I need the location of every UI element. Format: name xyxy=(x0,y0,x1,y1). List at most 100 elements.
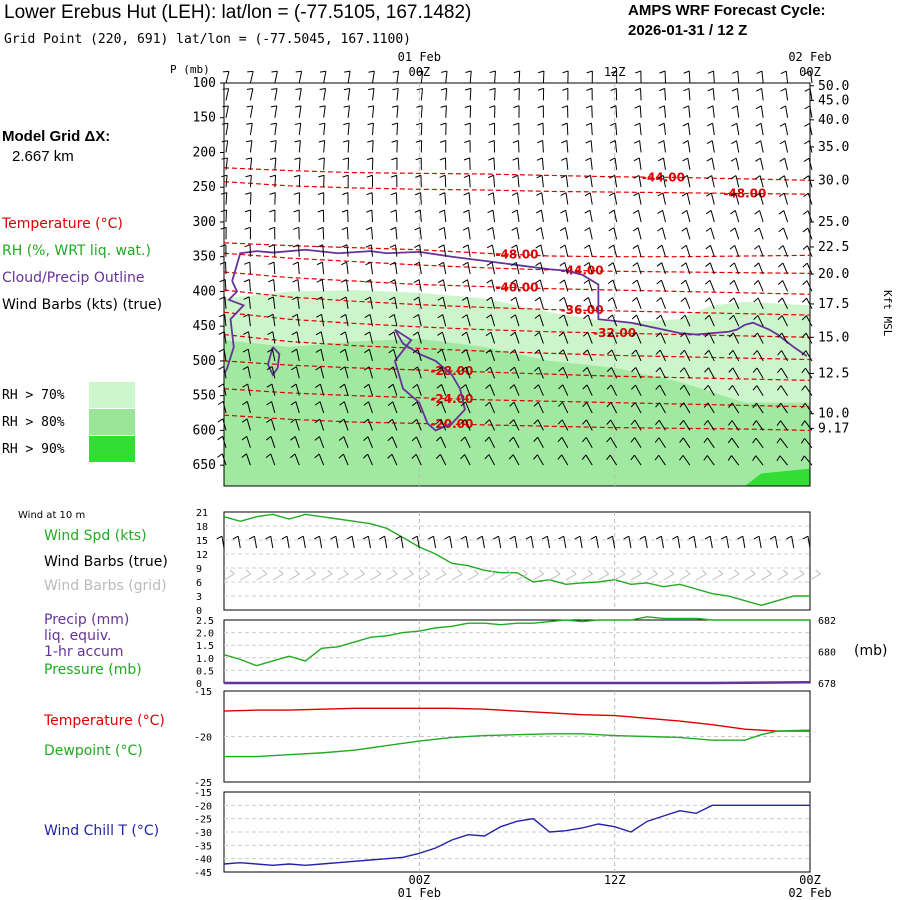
true-wind-barb-flag xyxy=(672,535,678,540)
upper-wind-barb-flag xyxy=(633,209,639,214)
upper-wind-barb xyxy=(345,331,349,344)
true-wind-barb-flag xyxy=(786,535,792,540)
upper-wind-barb xyxy=(488,436,496,449)
true-wind-barb xyxy=(563,536,567,549)
upper-wind-barb-flag xyxy=(242,348,249,353)
upper-wind-barb xyxy=(514,349,520,362)
upper-wind-barb xyxy=(611,314,618,327)
upper-wind-barb-flag xyxy=(340,313,347,318)
upper-wind-barb-flag xyxy=(317,226,324,231)
upper-wind-barb-flag xyxy=(387,401,394,406)
upper-wind-barb xyxy=(635,332,642,344)
upper-wind-barb-flag xyxy=(802,227,809,233)
upper-wind-barb xyxy=(393,314,398,327)
rh-90-region xyxy=(744,468,810,486)
upper-wind-barb xyxy=(369,296,373,309)
upper-wind-barb-flag xyxy=(703,402,709,408)
upper-wind-barb-flag xyxy=(488,122,495,126)
upper-wind-barb-flag xyxy=(557,454,563,460)
upper-wind-barb xyxy=(683,402,691,414)
upper-wind-barb xyxy=(222,401,227,414)
upper-wind-barb-flag xyxy=(752,420,757,426)
upper-wind-barb xyxy=(443,244,447,257)
upper-wind-barb-flag xyxy=(778,192,785,198)
true-wind-barb xyxy=(449,536,453,549)
top-date-label: 01 Feb xyxy=(398,50,441,64)
upper-wind-barb xyxy=(344,349,349,362)
upper-wind-barb-flag xyxy=(753,262,760,268)
upper-wind-barb xyxy=(513,384,520,396)
upper-wind-barb-flag xyxy=(218,366,224,370)
upper-wind-barb-flag xyxy=(415,140,422,143)
upper-wind-barb-flag xyxy=(267,348,273,353)
upper-wind-barb-flag xyxy=(534,296,541,302)
upper-wind-barb-flag xyxy=(802,280,808,286)
model-grid-label: Model Grid ΔX: xyxy=(2,128,111,145)
grid-wind-barb xyxy=(435,573,447,581)
upper-wind-barb-flag xyxy=(657,209,663,214)
grid-wind-barb xyxy=(581,573,593,581)
upper-wind-barb-flag xyxy=(682,140,689,144)
upper-wind-barb-flag xyxy=(338,436,345,441)
upper-wind-barb xyxy=(661,227,666,240)
upper-wind-barb xyxy=(586,419,593,431)
upper-wind-barb-flag xyxy=(705,244,711,250)
upper-wind-barb xyxy=(611,349,618,362)
upper-wind-barb xyxy=(612,279,618,292)
grid-wind-barb-flag xyxy=(294,569,300,575)
upper-wind-barb xyxy=(347,88,351,101)
upper-wind-barb-flag xyxy=(220,192,227,195)
grid-point-subtitle: Grid Point (220, 691) lat/lon = (-77.504… xyxy=(4,32,411,47)
legend-wind-barbs: Wind Barbs (kts) (true) xyxy=(2,297,163,313)
upper-wind-barb xyxy=(248,296,251,309)
upper-wind-barb-flag xyxy=(366,209,373,213)
upper-wind-barb-flag xyxy=(610,87,617,91)
height-tick-label: 22.5 xyxy=(818,240,849,255)
upper-wind-barb-flag xyxy=(655,419,660,426)
upper-wind-barb xyxy=(395,192,398,205)
upper-wind-barb-flag xyxy=(631,332,637,337)
upper-wind-barb xyxy=(444,209,447,223)
true-wind-barb-flag xyxy=(281,535,288,540)
upper-wind-barb-flag xyxy=(804,105,811,110)
grid-wind-barb xyxy=(288,573,300,581)
upper-wind-barb xyxy=(223,349,227,362)
upper-wind-barb xyxy=(809,123,813,136)
upper-wind-barb xyxy=(707,437,715,449)
true-wind-barb-flag xyxy=(444,535,451,540)
upper-wind-barb-flag xyxy=(243,331,249,335)
upper-wind-barb xyxy=(732,385,740,396)
upper-wind-barb-flag xyxy=(586,70,593,74)
upper-wind-barb xyxy=(490,314,496,327)
upper-wind-barb-flag xyxy=(558,331,564,337)
upper-wind-barb xyxy=(489,366,496,379)
true-wind-barb-flag xyxy=(216,535,223,540)
true-wind-barb-flag xyxy=(297,535,304,540)
upper-wind-barb-flag xyxy=(341,261,347,266)
upper-wind-barb-flag xyxy=(513,105,520,109)
upper-wind-barb xyxy=(222,436,227,448)
pressure-label: Pressure (mb) xyxy=(44,662,142,678)
upper-wind-barb-flag xyxy=(489,87,496,91)
upper-wind-barb-flag xyxy=(487,192,494,196)
upper-wind-barb xyxy=(610,384,618,396)
upper-wind-barb-flag xyxy=(344,70,351,73)
upper-wind-barb-flag xyxy=(341,209,348,213)
true-wind-barb xyxy=(530,536,534,549)
grid-wind-barb xyxy=(370,573,382,581)
upper-wind-barb xyxy=(809,105,813,118)
upper-wind-barb xyxy=(660,332,666,344)
temperature-contour-label: -40.00 xyxy=(496,281,539,295)
upper-wind-barb xyxy=(513,401,520,414)
upper-wind-barb xyxy=(610,419,618,431)
upper-wind-barb xyxy=(659,349,666,362)
upper-wind-barb-flag xyxy=(657,175,664,179)
height-tick-label: 45.0 xyxy=(818,93,849,108)
precip-tick-label: 2.5 xyxy=(196,616,214,627)
upper-wind-barb xyxy=(467,279,471,292)
forecast-cycle-label: AMPS WRF Forecast Cycle: xyxy=(628,2,826,19)
grid-wind-barb-flag xyxy=(506,569,512,575)
upper-wind-barb xyxy=(782,245,789,257)
upper-wind-barb-flag xyxy=(727,455,732,461)
temperature-contour-label: -36.00 xyxy=(561,303,604,317)
